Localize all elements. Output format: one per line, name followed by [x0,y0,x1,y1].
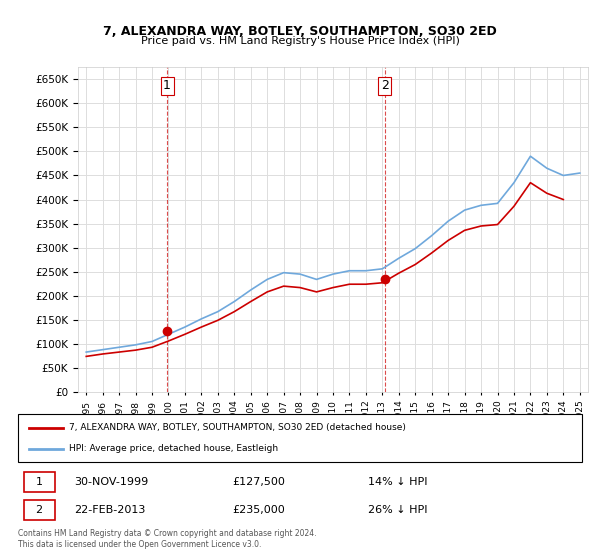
Text: £235,000: £235,000 [232,505,285,515]
FancyBboxPatch shape [18,414,582,462]
Text: Contains HM Land Registry data © Crown copyright and database right 2024.
This d: Contains HM Land Registry data © Crown c… [18,529,317,549]
Text: HPI: Average price, detached house, Eastleigh: HPI: Average price, detached house, East… [69,444,278,453]
Text: 30-NOV-1999: 30-NOV-1999 [74,477,149,487]
Text: 26% ↓ HPI: 26% ↓ HPI [368,505,427,515]
Text: 2: 2 [35,505,43,515]
Text: 2: 2 [381,79,389,92]
Text: 22-FEB-2013: 22-FEB-2013 [74,505,146,515]
Text: £127,500: £127,500 [232,477,285,487]
Text: 1: 1 [163,79,171,92]
FancyBboxPatch shape [23,500,55,520]
Text: 7, ALEXANDRA WAY, BOTLEY, SOUTHAMPTON, SO30 2ED: 7, ALEXANDRA WAY, BOTLEY, SOUTHAMPTON, S… [103,25,497,38]
Text: 7, ALEXANDRA WAY, BOTLEY, SOUTHAMPTON, SO30 2ED (detached house): 7, ALEXANDRA WAY, BOTLEY, SOUTHAMPTON, S… [69,423,406,432]
Text: Price paid vs. HM Land Registry's House Price Index (HPI): Price paid vs. HM Land Registry's House … [140,36,460,46]
FancyBboxPatch shape [23,472,55,492]
Text: 14% ↓ HPI: 14% ↓ HPI [368,477,427,487]
Text: 1: 1 [35,477,43,487]
